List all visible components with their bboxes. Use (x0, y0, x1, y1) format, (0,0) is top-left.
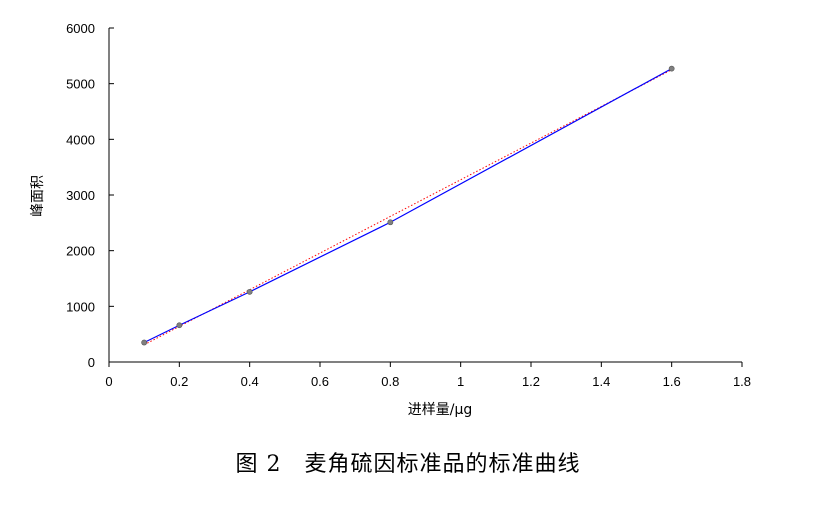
y-tick-label: 5000 (66, 77, 95, 92)
y-tick-label: 1000 (66, 299, 95, 314)
x-tick-label: 1 (457, 374, 464, 389)
x-axis-label: 进样量/μg (408, 402, 473, 418)
y-tick-label: 6000 (66, 21, 95, 36)
series-line (143, 68, 672, 344)
y-tick-label: 0 (88, 355, 95, 370)
standard-curve-chart: 0 0.2 0.4 0.6 0.8 1 1.2 1.4 1.6 1.8 0 1000 2000 3000 4… (30, 21, 751, 418)
data-point (387, 219, 394, 226)
x-tick-label: 0.6 (311, 374, 329, 389)
data-point (176, 322, 183, 329)
x-tick-label: 0 (105, 374, 112, 389)
ticks: 0 0.2 0.4 0.6 0.8 1 1.2 1.4 1.6 1.8 0 1000 2000 3000 4… (66, 21, 751, 389)
y-tick-label: 4000 (66, 132, 95, 147)
data-points (141, 65, 675, 346)
trendline (143, 69, 672, 346)
axes (108, 28, 742, 363)
x-tick-label: 0.2 (170, 374, 188, 389)
data-point (668, 65, 675, 72)
x-tick-label: 1.4 (592, 374, 610, 389)
x-tick-label: 1.2 (522, 374, 540, 389)
figure-caption: 图 2 麦角硫因标准品的标准曲线 (235, 452, 581, 477)
y-axis-label: 峰面积 (30, 175, 46, 217)
x-tick-label: 1.6 (663, 374, 681, 389)
data-point (141, 339, 148, 346)
data-point (246, 288, 253, 295)
y-tick-label: 3000 (66, 188, 95, 203)
x-tick-label: 1.8 (733, 374, 751, 389)
y-tick-label: 2000 (66, 244, 95, 259)
x-tick-label: 0.4 (241, 374, 259, 389)
x-tick-label: 0.8 (381, 374, 399, 389)
